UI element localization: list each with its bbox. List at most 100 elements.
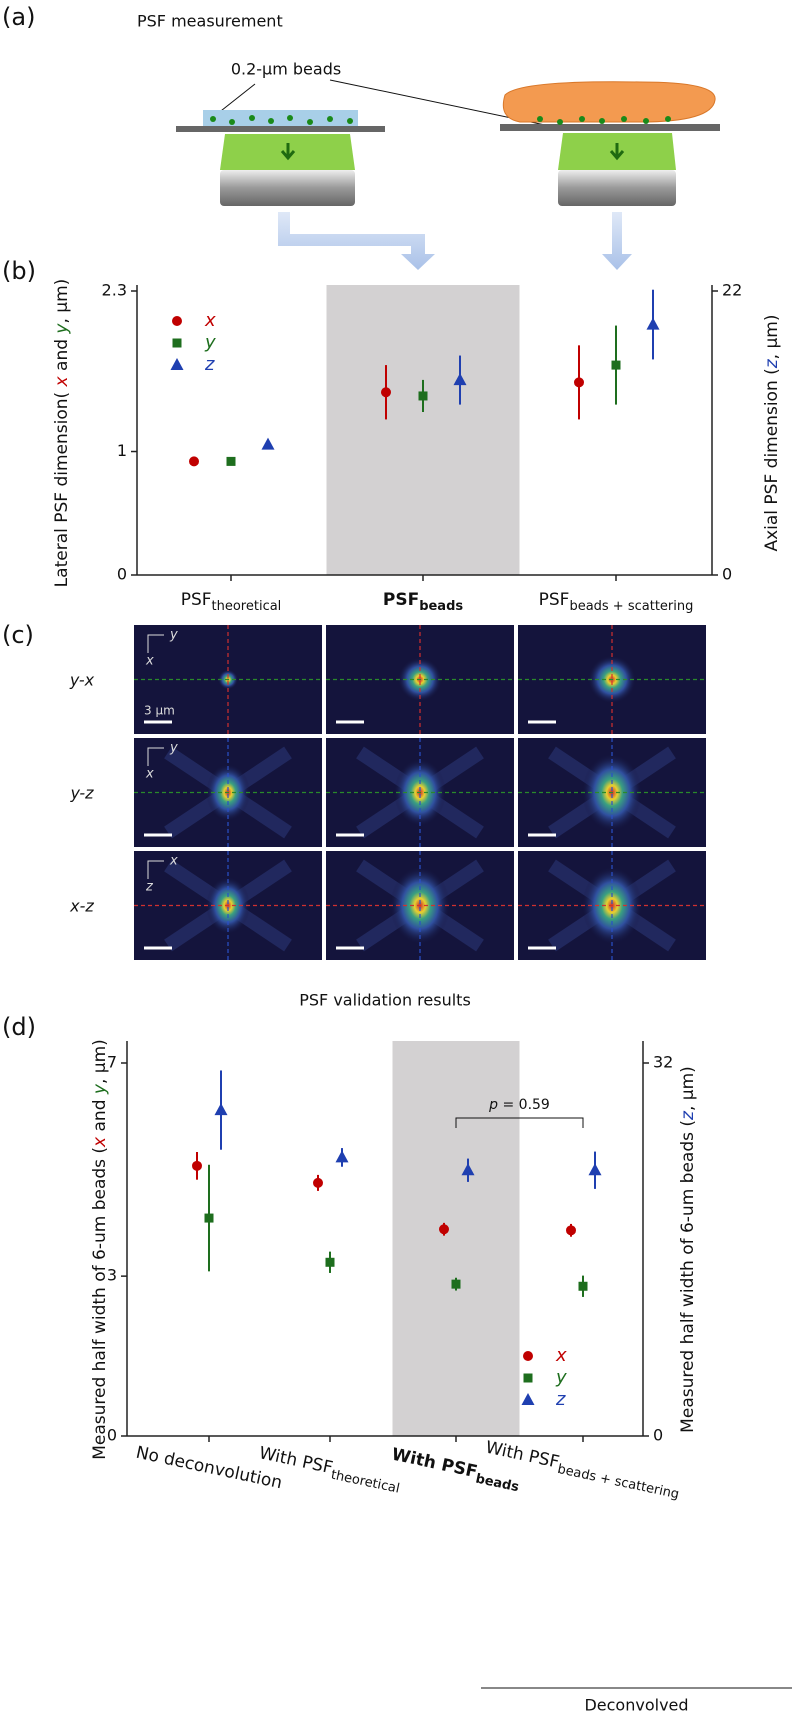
axis-title-part: , μm): [678, 1066, 698, 1111]
marker: [588, 1163, 602, 1176]
axis-indicator: [147, 634, 164, 653]
marker: [451, 1279, 461, 1289]
y-tick-label: 1: [117, 441, 127, 460]
beam-arrow: [280, 143, 296, 161]
row-label: x-z: [69, 897, 94, 916]
axis-title-part: z: [762, 358, 782, 369]
axis-title-part: and: [90, 1094, 110, 1137]
category-subscript: theoretical: [330, 1467, 401, 1496]
y2-axis-title: Measured half width of 6-um beads (z, μm…: [678, 1066, 698, 1433]
marker: [578, 1281, 588, 1291]
axis-indicator-label: y: [169, 741, 178, 756]
axis-indicator: [147, 747, 164, 766]
marker: [566, 1225, 576, 1236]
axis-title-part: z: [678, 1110, 698, 1121]
legend-marker: [170, 358, 184, 370]
category-subscript: beads: [474, 1471, 520, 1495]
axis-title-part: y: [52, 323, 72, 335]
panel-label: (a): [2, 3, 35, 31]
marker: [204, 1213, 214, 1223]
marker: [261, 437, 275, 450]
highlight-band: [326, 285, 520, 575]
y-axis-title: Lateral PSF dimension( x and y, μm): [52, 279, 72, 588]
marker: [214, 1103, 228, 1116]
legend-label: z: [204, 354, 215, 375]
marker: [335, 1150, 349, 1163]
axis-title-part: , μm): [762, 314, 782, 359]
legend-marker: [523, 1373, 533, 1383]
y2-axis-title: Axial PSF dimension (z, μm): [762, 314, 782, 551]
legend-label: z: [555, 1389, 566, 1410]
y2-tick-label: 0: [722, 565, 732, 584]
marker: [313, 1177, 323, 1188]
category-subscript: beads: [419, 599, 463, 614]
marker: [381, 387, 391, 398]
legend-marker: [521, 1393, 535, 1405]
marker: [461, 1163, 475, 1176]
marker: [418, 391, 428, 401]
marker: [439, 1224, 449, 1235]
x-tick-label: PSFbeads + scattering: [539, 590, 694, 614]
marker: [325, 1257, 335, 1267]
x-tick-label: PSFbeads: [383, 590, 464, 614]
axis-title-part: and: [52, 334, 72, 377]
y-tick-label: 0: [117, 565, 127, 584]
y-axis-title: Measured half width of 6-um beads (x and…: [90, 1039, 110, 1460]
category-name: With PSF: [484, 1438, 561, 1473]
objective: [558, 170, 676, 206]
y-tick-label: 2.3: [102, 281, 127, 300]
significance-bracket: [455, 1117, 584, 1128]
axis-title-part: p: [488, 1097, 498, 1113]
legend-marker: [172, 338, 182, 348]
beads: [537, 116, 671, 125]
axis-indicator-label: x: [145, 767, 154, 782]
objective: [220, 170, 355, 206]
panel-label: (d): [2, 1013, 36, 1041]
beads: [210, 115, 353, 125]
marker: [226, 456, 236, 466]
y2-tick-label: 22: [722, 281, 742, 300]
chart-title: PSF validation results: [299, 991, 471, 1010]
panel-label: (c): [2, 621, 34, 649]
group-label: Deconvolved: [584, 1696, 688, 1715]
category-name: With PSF: [390, 1445, 479, 1483]
axis-title-part: Measured half width of 6-um beads (: [90, 1147, 110, 1460]
highlight-band: [392, 1041, 520, 1436]
marker: [611, 360, 621, 370]
y-tick-label: 0: [107, 1426, 117, 1445]
stage: [176, 126, 385, 132]
legend-marker: [172, 316, 182, 326]
legend-label: y: [555, 1367, 567, 1388]
panel-a: PSF measurement 0.2-μm beads: [137, 12, 720, 270]
axis-indicator-label: x: [169, 854, 178, 869]
category-subscript: theoretical: [212, 599, 282, 614]
x-tick-label: PSFtheoretical: [181, 590, 282, 614]
slide: [203, 110, 358, 126]
legend-marker: [523, 1351, 533, 1361]
y2-tick-label: 32: [653, 1053, 673, 1072]
axis-indicator-label: x: [145, 654, 154, 669]
axis-indicator-label: y: [169, 628, 178, 643]
axis-indicator-label: z: [145, 880, 154, 895]
stage: [500, 124, 720, 131]
axis-title-part: y: [90, 1083, 110, 1095]
axis-title-part: Lateral PSF dimension(: [52, 386, 72, 587]
category-name: PSF: [539, 590, 570, 610]
axis-title-part: x: [52, 375, 72, 387]
beam-arrow: [609, 143, 625, 161]
bracket-label: p = 0.59: [488, 1097, 550, 1113]
axis-title-part: = 0.59: [498, 1097, 550, 1113]
bead-label: 0.2-μm beads: [231, 60, 341, 79]
row-label: y-z: [69, 784, 94, 803]
flow-arrow: [278, 212, 435, 270]
marker: [453, 373, 467, 386]
marker: [192, 1160, 202, 1171]
legend-label: x: [555, 1345, 567, 1366]
panel-a-title: PSF measurement: [137, 12, 283, 31]
flow-arrow: [602, 212, 632, 270]
y2-tick-label: 0: [653, 1426, 663, 1445]
axis-title-part: Measured half width of 6-um beads (: [678, 1120, 698, 1433]
